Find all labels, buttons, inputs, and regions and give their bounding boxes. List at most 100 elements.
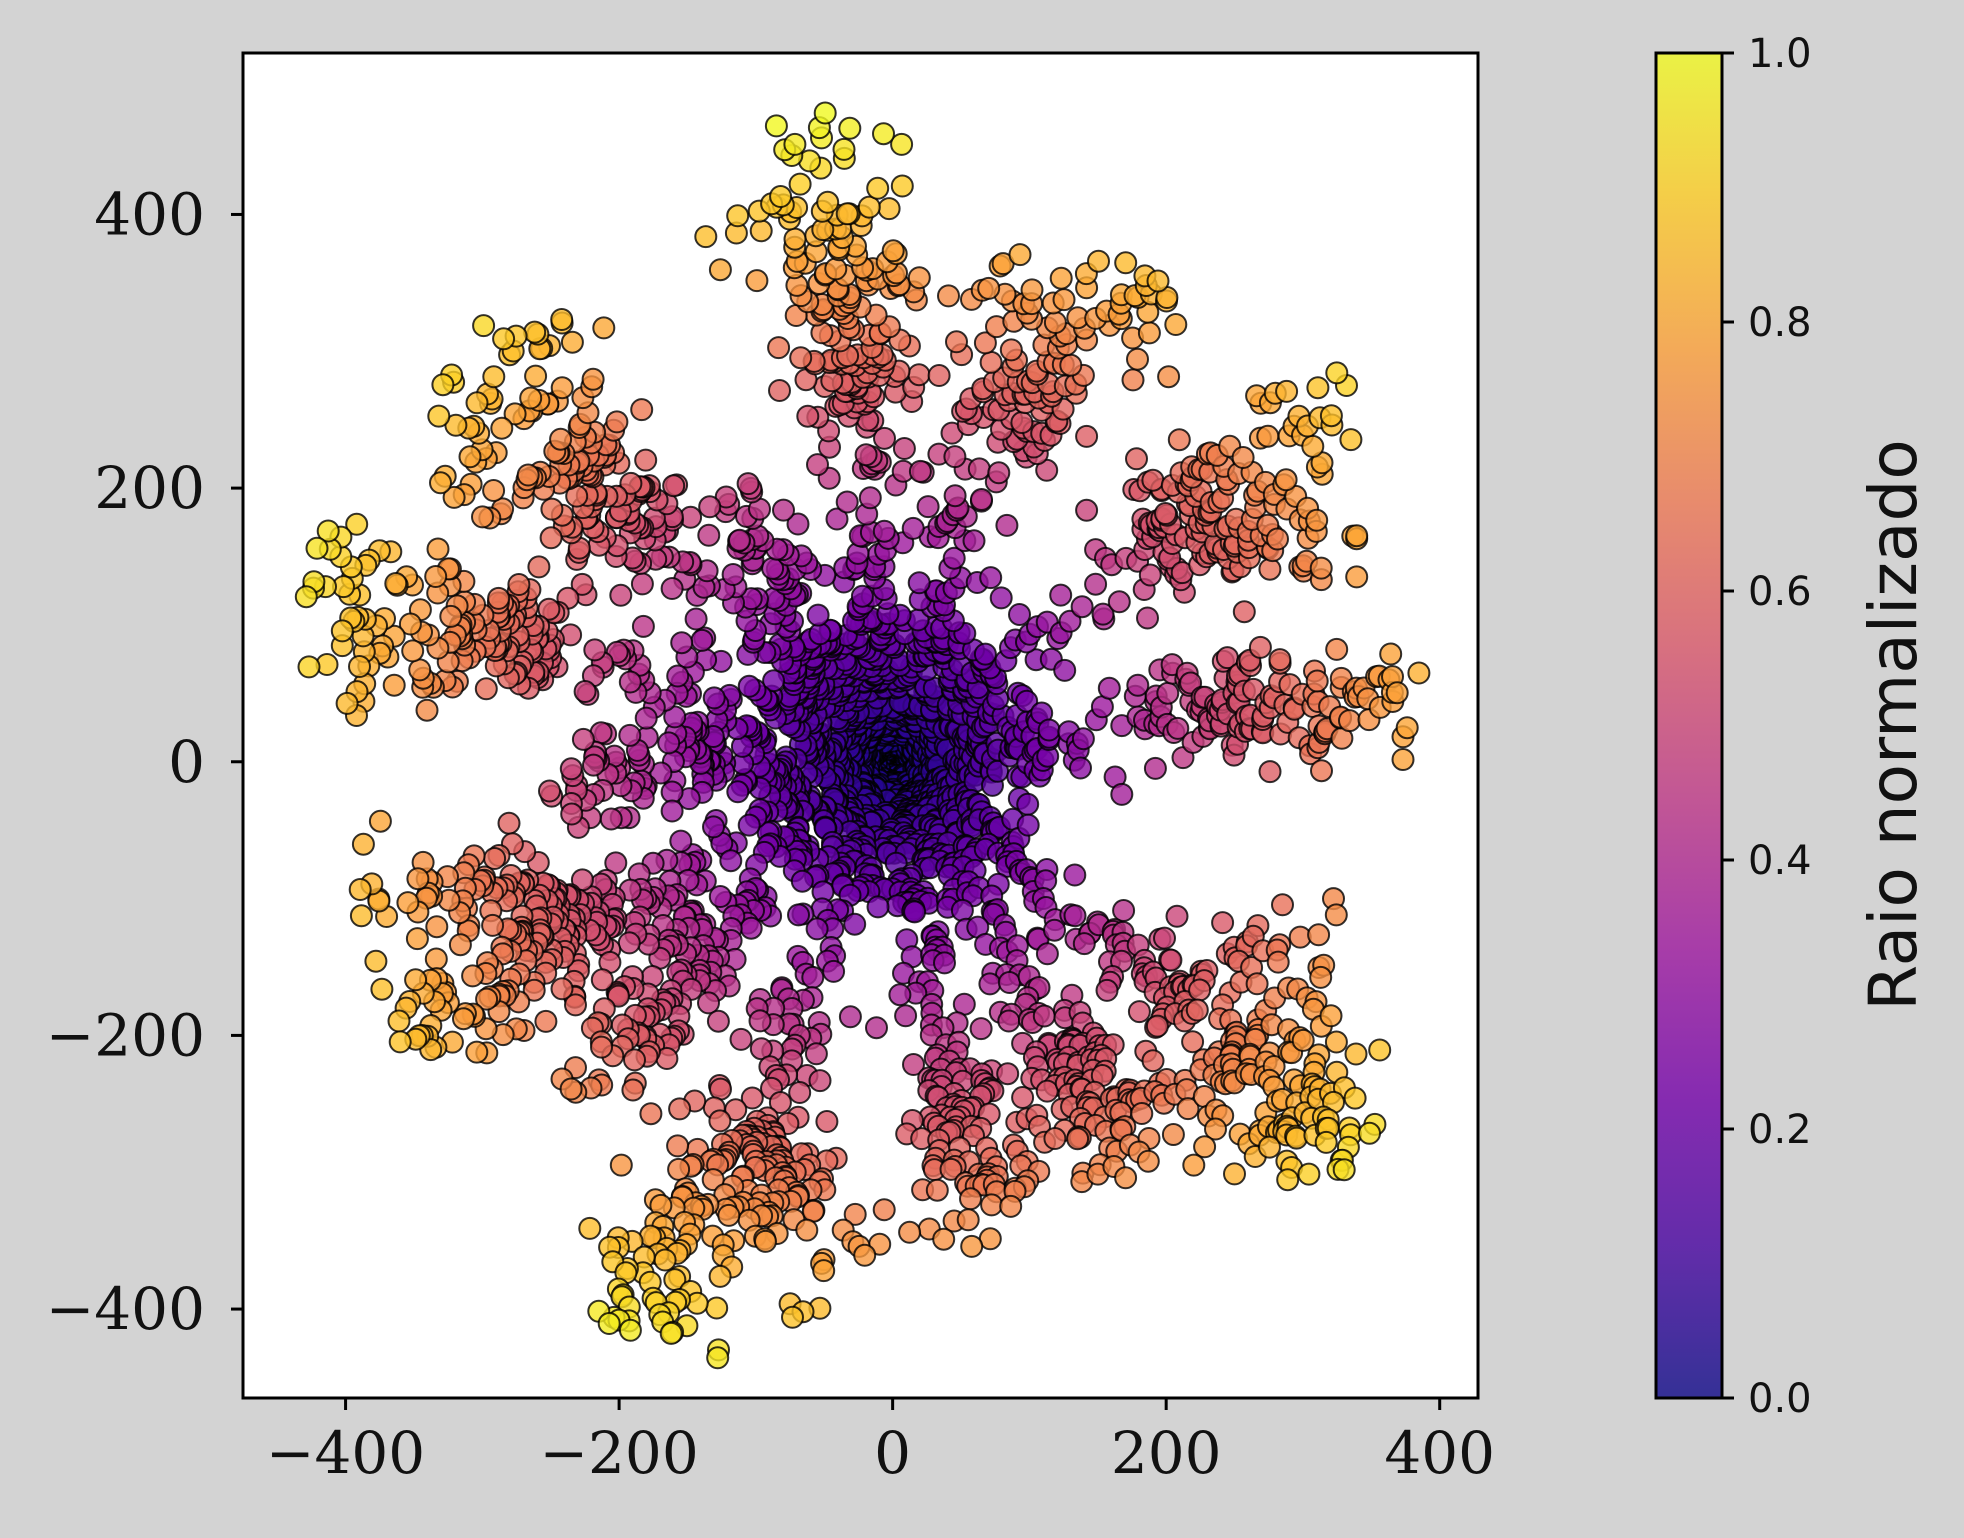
scatter-point — [907, 571, 931, 595]
scatter-point — [297, 655, 321, 679]
scatter-point — [465, 1040, 489, 1064]
scatter-point — [1305, 669, 1329, 693]
scatter-point — [1075, 424, 1099, 448]
scatter-point — [550, 376, 574, 400]
scatter-point — [497, 811, 521, 835]
colorbar-tick-label: 1.0 — [1748, 31, 1812, 77]
scatter-point — [978, 972, 1002, 996]
scatter-point — [560, 330, 584, 354]
scatter-point — [697, 523, 721, 547]
scatter-point — [1276, 1168, 1300, 1192]
scatter-point — [795, 1218, 819, 1242]
scatter-point — [764, 114, 788, 138]
scatter-point — [630, 398, 654, 422]
scatter-point — [835, 202, 859, 226]
scatter-point — [465, 391, 489, 415]
scatter-point — [666, 1134, 690, 1158]
scatter-point — [294, 585, 318, 609]
scatter-point — [1114, 1166, 1138, 1190]
scatter-point — [1154, 502, 1177, 525]
scatter-point — [901, 516, 925, 540]
scatter-point — [979, 350, 1003, 374]
scatter-point — [1095, 978, 1119, 1002]
scatter-point — [1141, 468, 1165, 492]
scatter-point — [1145, 1014, 1169, 1038]
scatter-point — [1309, 556, 1333, 580]
scatter-point — [406, 867, 430, 891]
scatter-point — [1324, 1030, 1348, 1054]
colorbar-tick-label: 0.6 — [1748, 569, 1812, 615]
scatter-point — [425, 915, 449, 939]
scatter-point — [1161, 1123, 1185, 1146]
scatter-point — [1274, 468, 1298, 492]
scatter-point — [1314, 1130, 1338, 1154]
scatter-point — [1157, 365, 1181, 389]
scatter-point — [843, 912, 867, 936]
scatter-point — [1127, 1000, 1151, 1024]
scatter-point — [1305, 508, 1329, 532]
scatter-point — [424, 947, 448, 971]
scatter-point — [1043, 1127, 1067, 1150]
scatter-point — [970, 488, 993, 511]
scatter-point — [865, 1016, 888, 1040]
scatter-point — [1332, 1158, 1356, 1182]
scatter-point — [1010, 411, 1034, 434]
scatter-point — [719, 849, 743, 873]
scatter-point — [772, 498, 795, 522]
scatter-point — [1266, 527, 1289, 551]
scatter-point — [1223, 1162, 1246, 1186]
scatter-point — [1164, 313, 1188, 336]
scatter-point — [1071, 727, 1095, 751]
scatter-point — [979, 566, 1003, 590]
scatter-point — [472, 314, 496, 338]
scatter-point — [659, 1321, 683, 1345]
scatter-point — [1069, 756, 1092, 780]
scatter-point — [996, 1062, 1020, 1086]
scatter-point — [890, 174, 914, 198]
scatter-point — [578, 1216, 602, 1240]
scatter-point — [950, 898, 974, 922]
scatter-point — [1020, 278, 1044, 302]
scatter-point — [999, 338, 1023, 362]
scatter-point — [854, 443, 878, 467]
scatter-point — [980, 1193, 1004, 1217]
scatter-point — [618, 1318, 642, 1342]
scatter-point — [348, 878, 372, 901]
scatter-point — [590, 1035, 613, 1059]
scatter-point — [872, 122, 895, 146]
scatter-point — [507, 573, 531, 596]
scatter-point — [330, 619, 354, 643]
scatter-point — [737, 813, 761, 837]
y-tick-label: −400 — [46, 1275, 205, 1343]
scatter-point — [634, 448, 658, 472]
scatter-point — [1297, 1162, 1321, 1186]
scatter-point — [631, 614, 655, 638]
scatter-point — [768, 379, 791, 402]
scatter-point — [987, 461, 1011, 485]
scatter-point — [694, 225, 718, 249]
scatter-point — [1016, 792, 1040, 816]
colorbar-ticks: 0.0 0.2 0.4 0.6 0.8 1.0 — [1722, 31, 1812, 1422]
scatter-point — [427, 404, 451, 428]
scatter-point — [995, 513, 1019, 537]
scatter-point — [1143, 756, 1167, 780]
scatter-point — [790, 869, 814, 893]
scatter-point — [617, 931, 641, 955]
scatter-point — [1271, 893, 1294, 917]
scatter-point — [709, 1077, 732, 1101]
scatter-point — [872, 519, 896, 543]
scatter-point — [721, 563, 745, 586]
scatter-point — [1112, 899, 1136, 922]
scatter-point — [519, 386, 543, 410]
scatter-point — [609, 1153, 633, 1177]
scatter-point — [668, 1097, 692, 1121]
scatter-point — [539, 526, 563, 550]
scatter-point — [1245, 972, 1269, 996]
scatter-point — [959, 1187, 982, 1211]
scatter-point — [1325, 637, 1349, 661]
scatter-point — [1008, 243, 1032, 267]
scatter-point — [481, 913, 505, 937]
scatter-point — [590, 968, 614, 992]
scatter-point — [832, 137, 856, 161]
scatter-point — [1072, 932, 1096, 956]
